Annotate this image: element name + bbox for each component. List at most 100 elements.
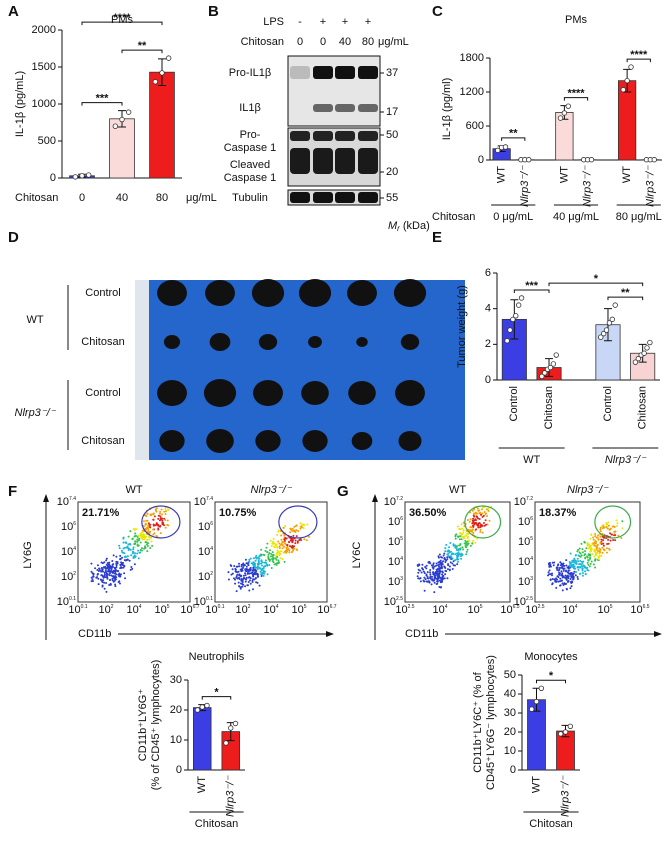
event-dot <box>266 542 269 545</box>
event-dot <box>261 564 264 567</box>
event-dot <box>419 580 422 583</box>
event-dot <box>616 522 619 525</box>
y-tick-label: 1500 <box>32 61 56 73</box>
tumor <box>398 431 422 451</box>
significance-label: * <box>594 273 599 285</box>
event-dot <box>564 574 567 577</box>
event-dot <box>283 545 286 548</box>
tumor <box>400 334 420 350</box>
event-dot <box>244 574 247 577</box>
y-axis-label: IL-1β (pg/mL) <box>14 71 26 137</box>
tumor <box>157 380 187 406</box>
event-dot <box>123 565 126 568</box>
event-dot <box>103 566 106 569</box>
event-dot <box>441 573 444 576</box>
event-dot <box>593 550 596 553</box>
event-dot <box>291 527 294 530</box>
tick-base: 10 <box>194 496 206 508</box>
event-dot <box>236 571 239 574</box>
mw-marker: 20 <box>386 166 398 178</box>
group-label: 40 μg/mL <box>553 211 599 223</box>
event-dot <box>120 566 123 569</box>
event-dot <box>294 542 297 545</box>
x-tick-label: 105 <box>597 604 612 616</box>
event-dot <box>482 522 485 525</box>
event-dot <box>456 548 459 551</box>
data-point <box>588 157 595 163</box>
event-dot <box>598 549 601 552</box>
x-tick-label: 105 <box>467 604 482 616</box>
group-label: Nlrp3⁻/⁻ <box>15 407 57 419</box>
event-dot <box>482 514 485 517</box>
data-point <box>565 103 571 109</box>
event-dot <box>234 568 237 571</box>
tick-base: 10 <box>388 576 400 588</box>
event-dot <box>123 546 126 549</box>
event-dot <box>248 579 251 582</box>
event-dot <box>577 548 580 551</box>
event-dot <box>425 567 428 570</box>
event-dot <box>97 577 100 580</box>
event-dot <box>126 545 129 548</box>
event-dot <box>243 577 246 580</box>
event-dot <box>418 563 421 566</box>
event-dot <box>131 537 134 540</box>
event-dot <box>97 569 100 572</box>
event-dot <box>254 556 257 559</box>
data-point <box>533 698 540 705</box>
event-dot <box>443 565 446 568</box>
y-tick-label: 104 <box>518 556 533 568</box>
event-dot <box>106 561 109 564</box>
bar <box>618 80 637 161</box>
event-dot <box>295 535 298 538</box>
event-dot <box>273 546 276 549</box>
event-dot <box>473 519 476 522</box>
tick-base: 10 <box>518 576 530 588</box>
event-dot <box>597 558 600 561</box>
y-tick-label: 105 <box>518 536 533 548</box>
event-dot <box>584 566 587 569</box>
event-dot <box>159 510 162 513</box>
event-dot <box>565 559 568 562</box>
event-dot <box>96 568 99 571</box>
event-dot <box>437 565 440 568</box>
band <box>358 104 378 112</box>
event-dot <box>231 568 234 571</box>
x-tick-label: Nlrp3⁻/⁻ <box>519 165 531 207</box>
event-dot <box>145 523 148 526</box>
event-dot <box>438 553 441 556</box>
chart-title: PMs <box>111 14 134 26</box>
event-dot <box>108 584 111 587</box>
tick-exp: 4 <box>575 604 578 610</box>
tick-base: 10 <box>61 546 73 558</box>
event-dot <box>589 562 592 565</box>
event-dot <box>104 576 107 579</box>
event-dot <box>584 550 587 553</box>
event-dot <box>460 552 463 555</box>
event-dot <box>104 569 107 572</box>
tick-exp: 4 <box>139 604 142 610</box>
event-dot <box>159 532 162 535</box>
plot-title: Nlrp3⁻/⁻ <box>251 484 293 496</box>
x-tick-label: Nlrp3⁻/⁻ <box>225 775 237 817</box>
event-dot <box>153 532 156 535</box>
tick-base: 10 <box>198 521 210 533</box>
event-dot <box>112 554 115 557</box>
y-tick-label: 2000 <box>32 24 56 36</box>
event-dot <box>436 573 439 576</box>
event-dot <box>235 575 238 578</box>
event-dot <box>90 570 93 573</box>
event-dot <box>132 546 135 549</box>
tick-base: 10 <box>126 604 138 616</box>
event-dot <box>473 523 476 526</box>
event-dot <box>423 576 426 579</box>
tick-base: 10 <box>57 496 69 508</box>
event-dot <box>440 556 443 559</box>
y-tick-label: 106 <box>198 521 213 533</box>
event-dot <box>439 567 442 570</box>
tick-exp: 7.2 <box>526 496 533 502</box>
event-dot <box>424 565 427 568</box>
y-axis-label: (% of CD45⁺ lymphocytes) <box>150 660 162 791</box>
y-tick-label: 20 <box>170 704 182 716</box>
panel-label: E <box>432 229 442 246</box>
